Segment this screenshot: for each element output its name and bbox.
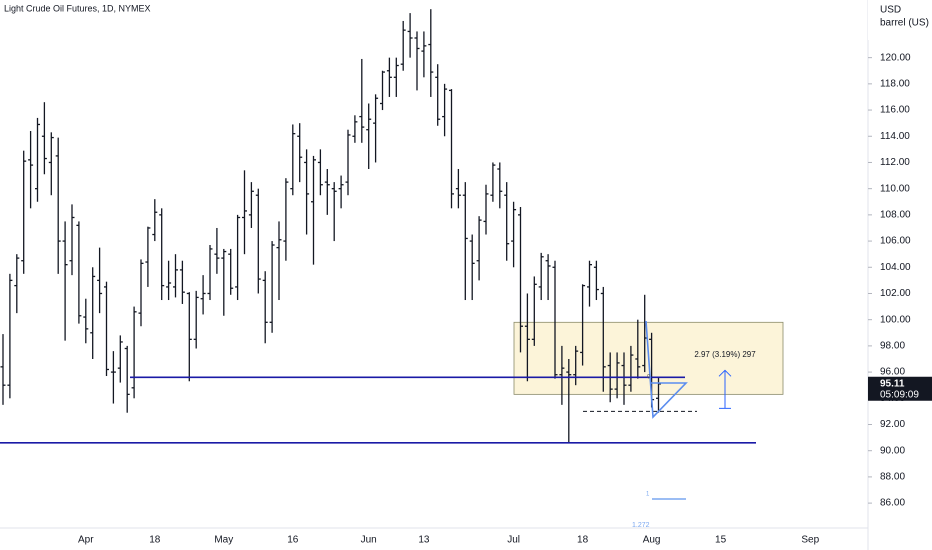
y-tick-label: 90.00 [880, 445, 905, 456]
unit-line: USD [880, 5, 901, 16]
y-tick-label: 92.00 [880, 419, 905, 430]
measure-arrow-head [718, 369, 732, 377]
unit-line: barrel (US) [880, 18, 929, 29]
y-tick-label: 104.00 [880, 262, 911, 273]
fib-label: 1 [646, 492, 650, 498]
x-tick-label: 18 [149, 535, 161, 546]
y-tick-label: 86.00 [880, 498, 905, 509]
x-tick-label: Aug [643, 535, 661, 546]
y-tick-label: 108.00 [880, 210, 911, 221]
x-tick-label: 13 [418, 535, 430, 546]
x-tick-label: Jul [507, 535, 520, 546]
fib-label: 0 [647, 375, 651, 381]
y-tick-label: 96.00 [880, 367, 905, 378]
x-tick-label: Jun [361, 535, 377, 546]
y-tick-label: 112.00 [880, 157, 910, 168]
projection [645, 320, 688, 419]
x-tick-label: Apr [78, 535, 94, 546]
y-tick-label: 116.00 [880, 105, 910, 116]
x-tick-label: 15 [715, 535, 727, 546]
y-tick-label: 102.00 [880, 288, 911, 299]
x-tick-label: Sep [801, 535, 819, 546]
y-tick-label: 106.00 [880, 236, 911, 247]
countdown: 05:09:09 [880, 389, 919, 400]
unit-backdrop [868, 0, 932, 40]
x-tick-label: May [214, 535, 233, 546]
fib-label: 1.272 [632, 522, 650, 529]
last-price-tag [868, 376, 932, 401]
y-tick-label: 114.00 [880, 131, 910, 142]
y-tick-label: 118.00 [880, 78, 910, 89]
y-tick-label: 120.00 [880, 52, 911, 63]
x-tick-label: 18 [577, 535, 589, 546]
y-tick-label: 98.00 [880, 341, 905, 352]
last-price-label: 95.11 [880, 378, 905, 389]
y-tick-label: 88.00 [880, 472, 905, 483]
y-tick-label: 100.00 [880, 314, 911, 325]
y-tick-label: 110.00 [880, 183, 910, 194]
x-tick-label: 16 [287, 535, 299, 546]
measure-label: 2.97 (3.19%) 297 [694, 350, 756, 359]
chart-title: Light Crude Oil Futures, 1D, NYMEX [4, 3, 151, 13]
